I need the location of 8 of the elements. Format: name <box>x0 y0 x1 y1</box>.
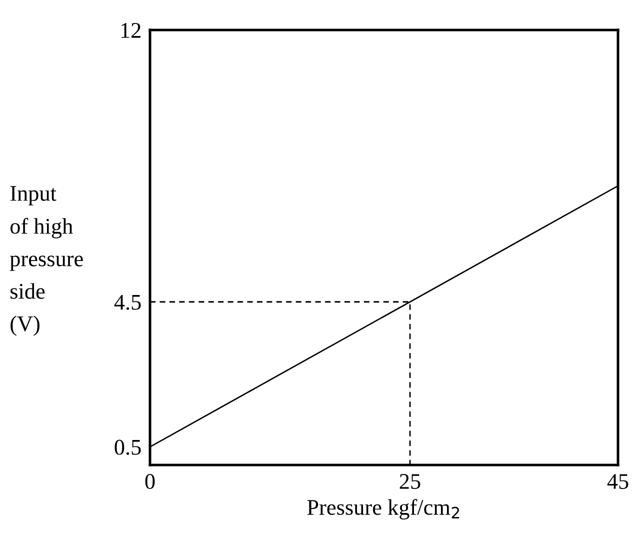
x-axis-title: Pressure kgf/cm$_{2}$ <box>307 499 460 520</box>
x-tick-label: 0 <box>145 474 155 489</box>
y-tick-label: 0.5 <box>114 440 141 455</box>
x-tick-label: 45 <box>607 474 628 489</box>
y-tick-label: 12 <box>121 22 140 38</box>
y-axis-title: Input of high pressure side (V) <box>10 186 83 336</box>
x-tick-label: 25 <box>400 474 420 489</box>
y-tick-label: 4.5 <box>114 294 141 310</box>
